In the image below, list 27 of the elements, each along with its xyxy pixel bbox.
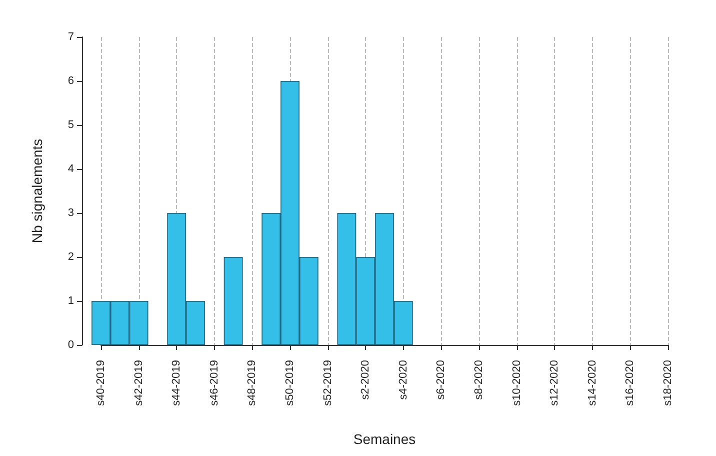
y-tick-label: 5 [68, 119, 74, 131]
x-tick-label: s52-2019 [322, 360, 334, 406]
x-tick-label: s42-2019 [132, 360, 145, 406]
y-tick-label: 1 [68, 295, 74, 307]
x-tick-label: s48-2019 [246, 360, 258, 406]
x-tick-label: s14-2020 [586, 360, 598, 406]
x-tick-label: s8-2020 [473, 360, 485, 400]
x-tick-label: s44-2019 [170, 360, 183, 406]
x-tick-label: s4-2020 [397, 360, 410, 400]
x-tick-label: s10-2020 [510, 360, 523, 406]
x-tick-label: s16-2020 [624, 360, 636, 406]
y-tick-label: 6 [68, 75, 74, 87]
x-tick-label: s2-2020 [360, 360, 372, 400]
x-tick-label: s40-2019 [95, 360, 107, 406]
x-tick-label: s12-2020 [548, 360, 561, 406]
x-tick-label: s6-2020 [435, 360, 448, 400]
x-tick-label: s50-2019 [284, 360, 296, 406]
y-tick-label: 2 [68, 251, 74, 263]
y-tick-label: 0 [68, 339, 74, 351]
y-tick-label: 7 [68, 31, 74, 43]
y-axis-title: Nb signalements [29, 138, 45, 244]
y-tick-label: 4 [68, 163, 74, 175]
x-axis-title: Semaines [353, 431, 416, 447]
x-tick-label: s18-2020 [662, 360, 674, 406]
x-tick-label: s46-2019 [208, 360, 220, 406]
bar [224, 257, 243, 345]
y-tick-label: 3 [68, 207, 74, 219]
